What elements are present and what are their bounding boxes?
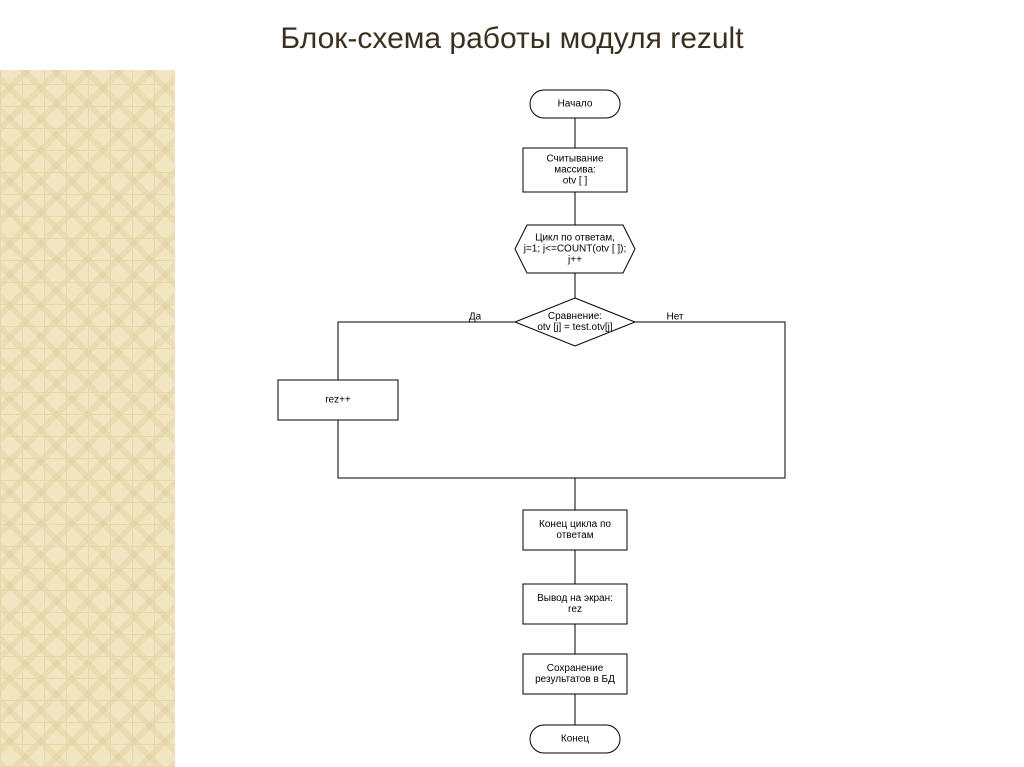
- svg-text:Сравнение:: Сравнение:: [548, 311, 602, 322]
- svg-text:результатов в БД: результатов в БД: [535, 674, 615, 685]
- svg-text:ответам: ответам: [556, 530, 593, 541]
- svg-text:Вывод на экран:: Вывод на экран:: [537, 593, 613, 604]
- svg-text:Цикл по ответам,: Цикл по ответам,: [535, 233, 615, 244]
- svg-text:Сохранение: Сохранение: [547, 663, 604, 674]
- svg-text:j++: j++: [567, 255, 582, 266]
- svg-text:j=1; j<=COUNT(otv [ ]);: j=1; j<=COUNT(otv [ ]);: [523, 244, 627, 255]
- svg-text:rez++: rez++: [325, 395, 351, 406]
- svg-text:Да: Да: [469, 312, 482, 323]
- svg-text:Конец цикла по: Конец цикла по: [539, 519, 611, 530]
- decorative-sidebar-pattern: [0, 70, 175, 767]
- page-title: Блок-схема работы модуля rezult: [0, 22, 1024, 56]
- svg-text:Конец: Конец: [561, 734, 589, 745]
- svg-text:Начало: Начало: [558, 99, 593, 110]
- svg-text:Нет: Нет: [666, 312, 683, 323]
- svg-text:rez: rez: [568, 604, 582, 615]
- flowchart-diagram: Да Нет Начало Считываниемассива:otv [ ] Цикл…: [175, 70, 1024, 767]
- svg-text:otv [j] = test.otv[j]: otv [j] = test.otv[j]: [537, 322, 613, 333]
- svg-text:массива:: массива:: [554, 165, 596, 176]
- svg-text:Считывание: Считывание: [546, 154, 604, 165]
- svg-text:otv [ ]: otv [ ]: [563, 176, 588, 187]
